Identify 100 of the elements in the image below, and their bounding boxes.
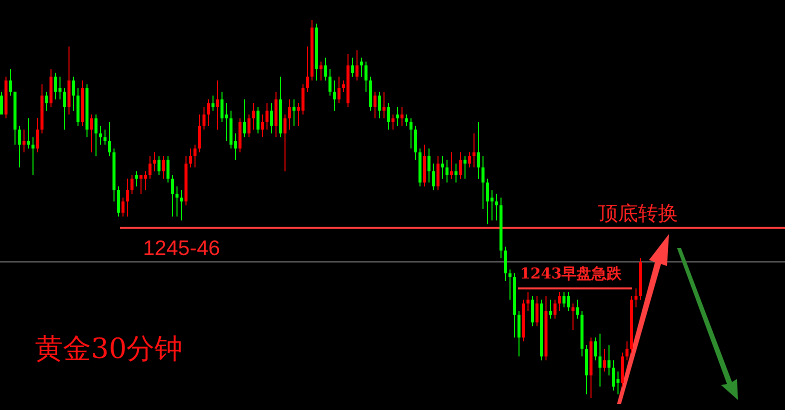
candlestick [266,102,268,130]
candlestick [549,299,552,320]
annotation: 1245-46 [143,236,220,260]
candlestick [189,148,192,168]
candlestick [212,95,214,112]
candlestick [94,114,98,157]
candlestick [558,292,561,312]
candlestick [446,159,448,184]
candlestick [441,156,444,180]
candlestick [459,152,462,180]
candlestick [531,295,534,327]
candlestick [36,118,39,153]
candlestick [594,337,597,361]
candlestick [472,132,476,168]
candlestick [356,50,358,81]
candlestick [22,129,26,153]
candlestick [598,333,602,388]
candlestick [428,148,430,184]
text: 黄金30分钟 [35,332,183,365]
candlestick [432,163,435,191]
candlestick [464,156,466,180]
candlestick [351,57,354,78]
candlestick [374,91,376,119]
candlestick [166,156,170,184]
candlestick [292,98,296,126]
candlestick [198,114,201,153]
candlestick [392,114,394,130]
candlestick [32,136,34,176]
candlestick [130,174,134,194]
annotation: 1243早盘急跌 [520,264,623,282]
candlestick [387,102,390,130]
candlestick [284,114,286,172]
candlestick [364,61,368,92]
candlestick [608,344,610,376]
candlestick [536,295,538,327]
candlestick [72,76,75,112]
candlestick [180,190,183,221]
candlestick [194,144,196,168]
candlestick [450,152,453,180]
candlestick [18,125,21,168]
candlestick [243,98,246,138]
candlestick [288,98,291,130]
candlestick [477,122,480,180]
candlestick [328,68,332,96]
candlestick [9,68,12,96]
candlestick [117,186,120,218]
candlestick [396,106,399,126]
candlestick [338,76,340,104]
candlestick [207,98,210,126]
candlestick [153,152,156,172]
candlestick [410,118,412,150]
candlestick [135,170,138,187]
candlestick [45,91,48,112]
candlestick [405,114,408,126]
candlestick [148,156,152,180]
candlestick [202,106,206,130]
candlestick [27,118,30,150]
candlestick [261,114,264,138]
candlestick [324,57,327,81]
candlestick [270,102,273,134]
candlestick [378,91,381,119]
candlestick [572,303,574,330]
candlestick [216,80,219,130]
candlestick [0,91,3,115]
candlestick [508,268,512,300]
candlestick [104,129,106,146]
candlestick [126,178,129,218]
candlestick [400,106,404,126]
candlestick [306,46,309,92]
candlestick [382,91,386,119]
candlestick [603,348,606,372]
candlestick [482,156,484,210]
candlestick [176,186,178,218]
candlestick [436,156,440,191]
candlestick [158,156,160,176]
candlestick [414,125,417,160]
annotation: 顶底转换 [598,200,678,225]
candlestick [634,288,638,308]
candlestick [526,292,530,312]
candlestick [504,246,507,282]
candlestick [256,106,260,134]
candlestick [468,152,471,168]
candlestick [454,163,458,184]
candlestick [122,197,124,218]
candlestick [495,193,498,221]
candlestick [333,80,336,112]
candlestick [320,61,322,81]
candlestick [171,174,174,218]
candlestick [108,122,111,157]
candlestick [99,125,102,146]
candlestick [162,156,165,180]
candlestick [554,299,556,320]
candlestick [518,310,520,357]
candlestick [360,57,363,78]
candlestick [252,102,255,130]
candlestick [248,114,250,138]
candlestick [626,340,628,361]
candlestick [576,299,579,320]
candlestick [63,88,66,130]
candlestick [90,114,93,153]
